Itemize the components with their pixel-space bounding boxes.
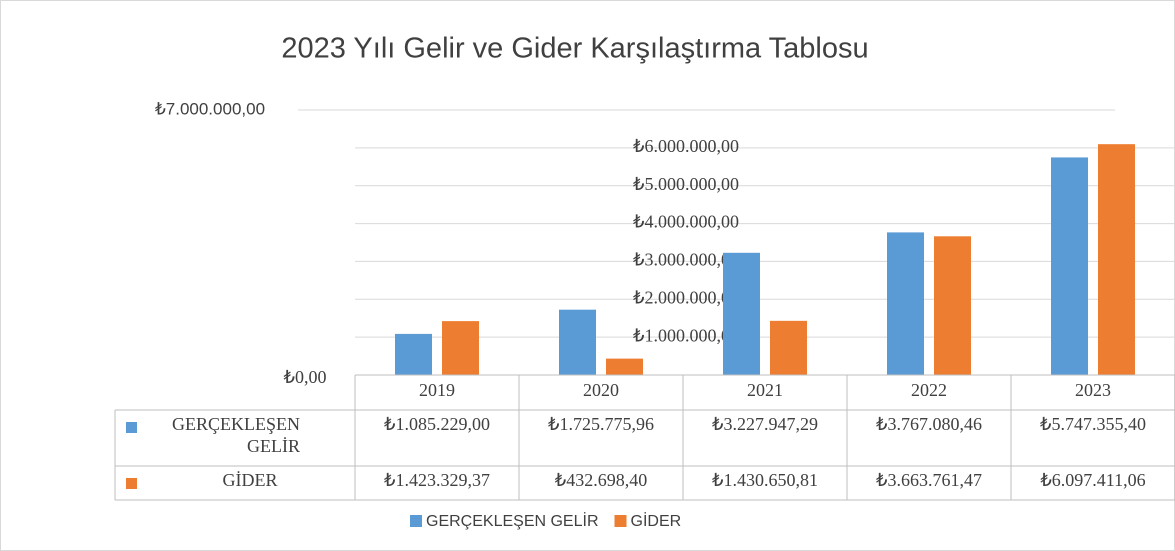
y-tick-label: ₺0,00 xyxy=(284,367,327,387)
bar xyxy=(723,252,760,375)
table-value: ₺5.747.355,40 xyxy=(1040,414,1146,434)
table-value: ₺1.430.650,81 xyxy=(712,470,818,490)
y-tick-label: ₺4.000.000,00 xyxy=(633,212,739,232)
bar xyxy=(770,320,807,375)
table-value: ₺1.085.229,00 xyxy=(384,414,490,434)
table-legend-key xyxy=(126,478,137,489)
legend-key xyxy=(410,515,422,527)
table-value: ₺6.097.411,06 xyxy=(1040,470,1145,490)
table-value: ₺3.227.947,29 xyxy=(712,414,818,434)
series-name: GİDER xyxy=(222,470,278,490)
table-value: ₺3.767.080,46 xyxy=(876,414,982,434)
series-name: GERÇEKLEŞEN GELİR xyxy=(172,414,300,456)
table-value: ₺432.698,40 xyxy=(555,470,647,490)
x-tick-label: 2023 xyxy=(1075,380,1111,400)
y-tick-label: ₺5.000.000,00 xyxy=(633,174,739,194)
legend-key xyxy=(614,515,627,527)
table-row-label: GERÇEKLEŞEN GELİR xyxy=(172,414,300,456)
bar xyxy=(442,321,479,375)
table-row-label: GİDER xyxy=(222,470,278,490)
y-tick-label: ₺6.000.000,00 xyxy=(633,136,739,156)
chart-title: 2023 Yılı Gelir ve Gider Karşılaştırma T… xyxy=(281,33,868,65)
x-tick-label: 2021 xyxy=(747,380,783,400)
bar xyxy=(1098,144,1135,375)
bar xyxy=(887,232,924,375)
bar xyxy=(1051,157,1088,375)
table-value: ₺1.725.775,96 xyxy=(548,414,654,434)
table-value: ₺3.663.761,47 xyxy=(876,470,982,490)
legend-label: GERÇEKLEŞEN GELİR xyxy=(426,511,599,530)
table-legend-key xyxy=(126,422,137,433)
legend-label: GİDER xyxy=(631,511,682,530)
bar xyxy=(395,333,432,375)
bar xyxy=(934,236,971,375)
bar xyxy=(559,309,596,375)
x-tick-label: 2019 xyxy=(419,380,455,400)
table-value: ₺1.423.329,37 xyxy=(384,470,490,490)
y-tick-label: ₺2.000.000,00 xyxy=(633,287,739,307)
x-tick-label: 2020 xyxy=(583,380,619,400)
x-tick-label: 2022 xyxy=(911,380,947,400)
y-tick-label: ₺3.000.000,00 xyxy=(633,250,739,270)
y-tick-label: ₺7.000.000,00 xyxy=(155,99,265,118)
y-tick-label: ₺1.000.000,00 xyxy=(633,325,739,345)
bar xyxy=(606,358,643,375)
